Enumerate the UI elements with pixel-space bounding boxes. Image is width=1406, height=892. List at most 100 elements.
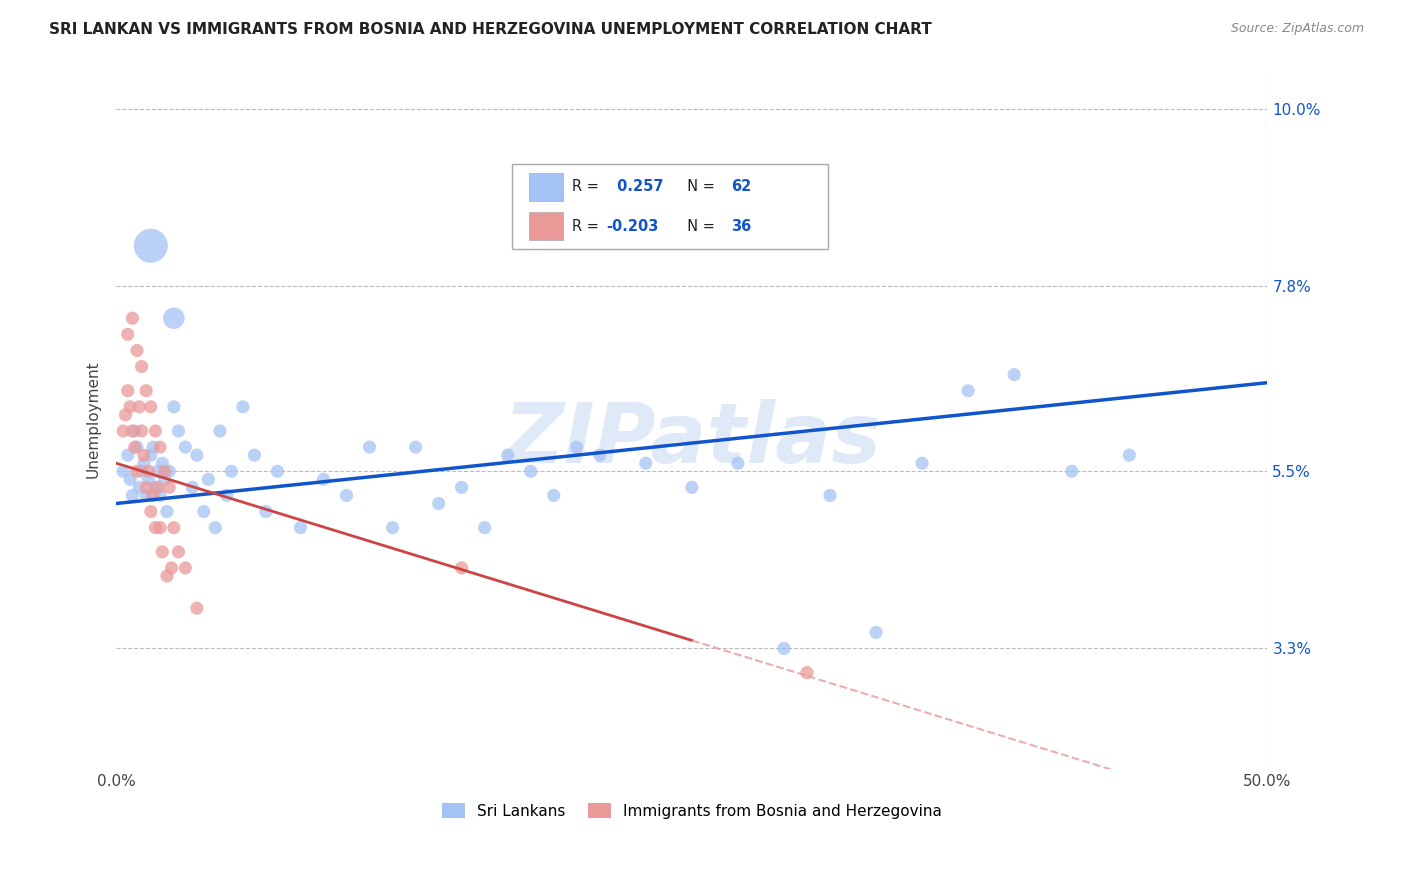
Text: Source: ZipAtlas.com: Source: ZipAtlas.com (1230, 22, 1364, 36)
Point (381, 521, 404, 535)
Text: R =: R = (572, 179, 605, 194)
Text: 62: 62 (731, 179, 752, 194)
Point (243, 448, 266, 462)
Point (335, 488, 357, 502)
Point (112, 424, 135, 438)
Point (132, 448, 155, 462)
Point (359, 440, 381, 454)
Point (167, 424, 190, 438)
Text: SRI LANKAN VS IMMIGRANTS FROM BOSNIA AND HERZEGOVINA UNEMPLOYMENT CORRELATION CH: SRI LANKAN VS IMMIGRANTS FROM BOSNIA AND… (49, 22, 932, 37)
Point (450, 561, 472, 575)
Point (957, 384, 980, 398)
Point (117, 327, 139, 342)
Text: -0.203: -0.203 (606, 219, 658, 234)
Point (266, 464, 288, 478)
Point (589, 448, 612, 462)
Point (565, 440, 588, 454)
Point (163, 400, 186, 414)
Point (254, 504, 277, 518)
Y-axis label: Unemployment: Unemployment (86, 360, 100, 478)
Point (138, 464, 160, 478)
Point (474, 521, 496, 535)
Point (139, 400, 162, 414)
Point (139, 448, 162, 462)
Point (145, 521, 167, 535)
Point (208, 424, 231, 438)
Point (634, 456, 657, 470)
Point (135, 480, 157, 494)
Point (215, 488, 238, 502)
Point (153, 464, 176, 478)
Point (139, 238, 162, 252)
Point (121, 488, 143, 502)
Point (181, 480, 204, 494)
Point (146, 464, 169, 478)
Point (142, 488, 165, 502)
Text: N =: N = (678, 179, 720, 194)
Point (186, 448, 208, 462)
Point (153, 472, 176, 486)
Point (149, 521, 172, 535)
Point (186, 601, 208, 615)
Point (156, 569, 179, 583)
Text: R =: R = (572, 219, 605, 234)
Point (543, 488, 565, 502)
Point (135, 488, 157, 502)
Point (125, 464, 148, 478)
Point (124, 440, 146, 454)
Point (865, 625, 887, 640)
Point (131, 359, 153, 374)
Point (496, 448, 519, 462)
Point (1118, 448, 1140, 462)
Point (132, 456, 155, 470)
Point (131, 424, 153, 438)
Point (163, 521, 186, 535)
Point (204, 521, 226, 535)
Point (727, 456, 749, 470)
Point (117, 448, 139, 462)
Point (450, 480, 472, 494)
Point (124, 424, 146, 438)
Point (135, 384, 157, 398)
Point (120, 472, 142, 486)
Legend: Sri Lankans, Immigrants from Bosnia and Herzegovina: Sri Lankans, Immigrants from Bosnia and … (436, 797, 948, 825)
Point (131, 464, 153, 478)
Point (911, 456, 934, 470)
Point (681, 480, 703, 494)
Point (150, 545, 173, 559)
Point (163, 311, 186, 326)
Point (138, 472, 160, 486)
Point (139, 504, 162, 518)
Point (156, 504, 179, 518)
Point (167, 545, 190, 559)
Text: N =: N = (678, 219, 720, 234)
Point (157, 480, 180, 494)
Point (427, 496, 450, 510)
Point (221, 464, 243, 478)
Point (149, 488, 172, 502)
Point (519, 464, 541, 478)
Text: ZIPatlas: ZIPatlas (503, 400, 880, 481)
Point (796, 665, 818, 680)
Point (125, 440, 148, 454)
Point (121, 311, 143, 326)
Point (128, 400, 150, 414)
Point (150, 456, 173, 470)
Point (120, 400, 142, 414)
Point (125, 343, 148, 358)
Point (193, 504, 215, 518)
Point (145, 480, 167, 494)
Point (174, 440, 197, 454)
Point (1002, 368, 1025, 382)
Point (773, 641, 796, 656)
Point (174, 561, 197, 575)
Text: 36: 36 (731, 219, 752, 234)
Point (312, 472, 335, 486)
Point (117, 384, 139, 398)
Point (114, 408, 136, 422)
Point (149, 440, 172, 454)
Point (818, 488, 841, 502)
Point (197, 472, 219, 486)
Point (405, 440, 427, 454)
Point (157, 464, 180, 478)
